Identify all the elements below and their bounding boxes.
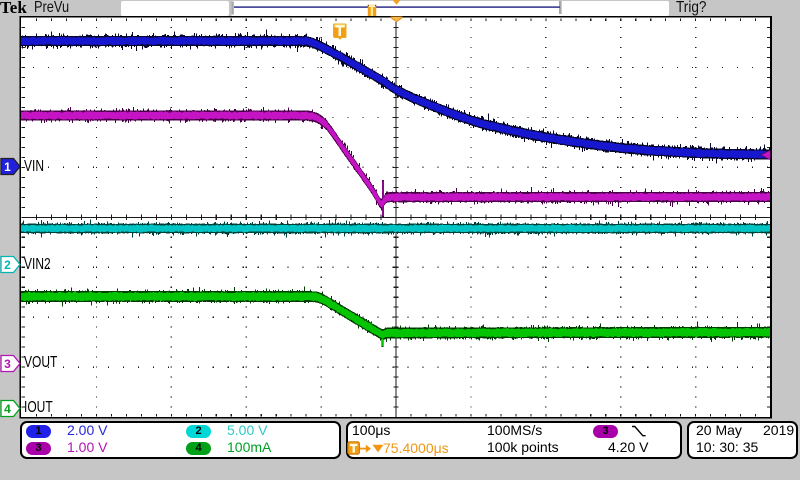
svg-text:1: 1: [4, 160, 11, 174]
svg-text:3: 3: [4, 357, 11, 371]
svg-text:2: 2: [4, 258, 11, 272]
svg-text:4: 4: [4, 402, 11, 416]
